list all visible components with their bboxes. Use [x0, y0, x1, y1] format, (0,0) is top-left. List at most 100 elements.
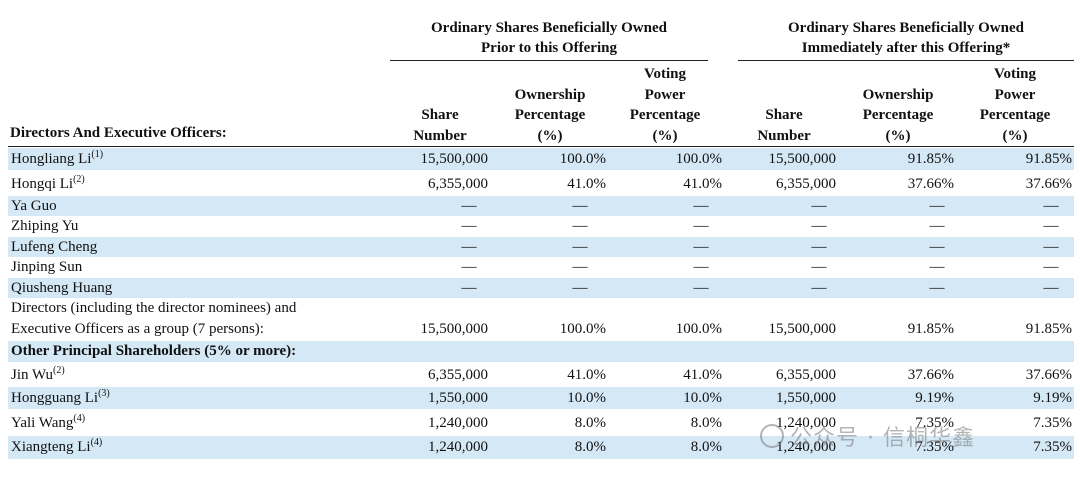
cell-ownership-after: 37.66% [907, 367, 954, 383]
cell-share-after: 1,240,000 [776, 415, 836, 431]
cell-voting-after: 37.66% [1025, 367, 1072, 383]
cell-share-after: 15,500,000 [768, 151, 837, 167]
col-label: Power [994, 86, 1036, 103]
group-header-after: Ordinary Shares Beneficially Owned Immed… [738, 18, 1074, 58]
table-row: Jinping Sun — — — — — — [8, 257, 1074, 278]
watermark: 公众号 · 信桐华鑫 [760, 420, 975, 452]
col-label: Number [757, 127, 811, 144]
col-label: (%) [652, 127, 678, 144]
table-row: Ya Guo — — — — — — [8, 196, 1074, 216]
section-header-row: Other Principal Shareholders (5% or more… [8, 341, 1074, 362]
table-row: Jin Wu(2) 6,355,000 41.0% 41.0% 6,355,00… [8, 364, 1074, 386]
cell-voting-prior: 10.0% [683, 390, 722, 406]
col-share-number-prior: Share Number [390, 105, 490, 146]
row-name-line2: Executive Officers as a group (7 persons… [11, 321, 264, 337]
cell-dash: — [572, 280, 588, 296]
col-label: Voting [994, 66, 1036, 82]
cell-dash: — [693, 198, 709, 214]
row-name-line1: Directors (including the director nomine… [11, 300, 297, 316]
cell-dash: — [929, 239, 945, 255]
group-header-after-line2: Immediately after this Offering* [801, 40, 1011, 56]
cell-ownership-after: 9.19% [915, 390, 954, 406]
col-label: Power [644, 86, 686, 103]
cell-dash: — [693, 280, 709, 296]
cell-voting-after: 91.85% [1025, 151, 1072, 167]
col-voting-prior: Voting Power Percentage (%) [614, 64, 716, 146]
cell-ownership-after: 91.85% [907, 321, 954, 337]
row-name: Xiangteng Li(4) [11, 437, 103, 456]
cell-share-prior: 15,500,000 [420, 321, 489, 337]
cell-ownership-prior: 8.0% [574, 415, 606, 431]
cell-ownership-after: 91.85% [907, 151, 954, 167]
col-label: Percentage [979, 107, 1051, 123]
col-label: (%) [537, 127, 563, 144]
cell-dash: — [1043, 280, 1059, 296]
row-name: Jin Wu(2) [11, 365, 65, 384]
cell-share-after: 1,240,000 [776, 439, 836, 455]
cell-ownership-prior: 100.0% [559, 151, 606, 167]
cell-voting-after: 9.19% [1033, 390, 1072, 406]
cell-share-prior: 6,355,000 [428, 176, 488, 192]
table-row: Hongguang Li(3) 1,550,000 10.0% 10.0% 1,… [8, 387, 1074, 409]
cell-share-prior: 1,550,000 [428, 390, 488, 406]
cell-dash: — [572, 198, 588, 214]
col-label: (%) [1002, 127, 1028, 144]
cell-share-prior: 15,500,000 [420, 151, 489, 167]
cell-dash: — [572, 259, 588, 275]
cell-dash: — [929, 218, 945, 234]
row-name: Yali Wang(4) [11, 413, 86, 432]
cell-dash: — [811, 280, 827, 296]
cell-ownership-prior: 10.0% [567, 390, 606, 406]
col-ownership-after: Ownership Percentage (%) [848, 85, 948, 147]
cell-voting-prior: 8.0% [690, 439, 722, 455]
cell-voting-after: 37.66% [1025, 176, 1072, 192]
cell-dash: — [461, 239, 477, 255]
cell-voting-after: 7.35% [1033, 439, 1072, 455]
cell-dash: — [929, 198, 945, 214]
group-header-after-line1: Ordinary Shares Beneficially Owned [788, 20, 1024, 36]
cell-share-prior: 6,355,000 [428, 367, 488, 383]
group-header-prior-line2: Prior to this Offering [481, 40, 617, 56]
col-label: Percentage [862, 107, 934, 123]
cell-voting-after: 91.85% [1025, 321, 1072, 337]
cell-ownership-prior: 41.0% [567, 176, 606, 192]
row-name: Qiusheng Huang [11, 280, 113, 296]
cell-dash: — [1043, 259, 1059, 275]
cell-dash: — [461, 218, 477, 234]
col-label: Ownership [514, 86, 586, 103]
cell-dash: — [1043, 198, 1059, 214]
wechat-icon [760, 424, 784, 448]
cell-ownership-after: 37.66% [907, 176, 954, 192]
table-row: Hongqi Li(2) 6,355,000 41.0% 41.0% 6,355… [8, 173, 1074, 195]
header-rule [8, 146, 1074, 147]
col-label: (%) [885, 127, 911, 144]
watermark-text: 公众号 · 信桐华鑫 [790, 426, 975, 451]
cell-dash: — [693, 239, 709, 255]
table-row: Lufeng Cheng — — — — — — [8, 237, 1074, 257]
col-label: Share [421, 107, 459, 123]
row-name: Zhiping Yu [11, 218, 79, 234]
cell-share-after: 6,355,000 [776, 176, 836, 192]
cell-dash: — [929, 280, 945, 296]
col-ownership-prior: Ownership Percentage (%) [500, 85, 600, 147]
cell-dash: — [811, 218, 827, 234]
cell-dash: — [461, 280, 477, 296]
cell-dash: — [811, 239, 827, 255]
cell-dash: — [1043, 239, 1059, 255]
col-voting-after: Voting Power Percentage (%) [964, 64, 1066, 146]
table-row-group-total: Directors (including the director nomine… [8, 298, 1074, 340]
cell-dash: — [929, 259, 945, 275]
cell-ownership-after: 7.35% [915, 439, 954, 455]
cell-dash: — [572, 239, 588, 255]
row-name: Hongqi Li(2) [11, 174, 85, 193]
row-name: Lufeng Cheng [11, 239, 98, 255]
column-headers: Directors And Executive Officers: Share … [0, 60, 1080, 146]
cell-voting-after: 7.35% [1033, 415, 1072, 431]
cell-share-prior: 1,240,000 [428, 439, 488, 455]
col-label: Percentage [629, 107, 701, 123]
col-label: Voting [644, 66, 686, 82]
cell-dash: — [1043, 218, 1059, 234]
cell-dash: — [461, 198, 477, 214]
cell-share-after: 1,550,000 [776, 390, 836, 406]
row-name: Hongguang Li(3) [11, 388, 110, 407]
